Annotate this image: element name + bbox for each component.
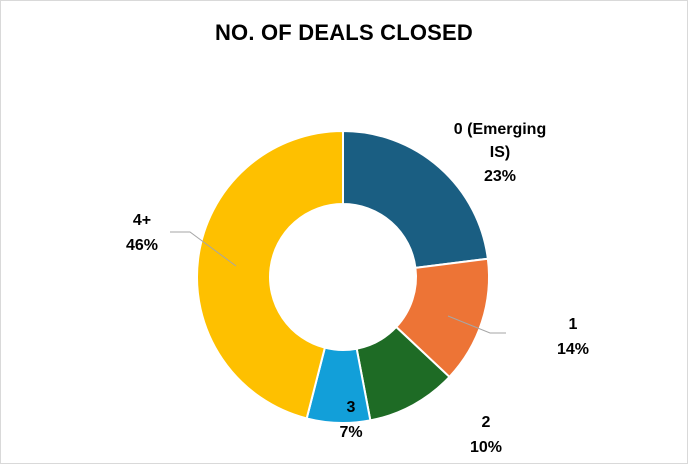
leader-line-4plus [170, 231, 237, 267]
label-slice-2-cat: 2 [482, 414, 491, 431]
chart-title: NO. OF DEALS CLOSED [214, 20, 474, 45]
label-slice-0-cat: 0 (Emerging [454, 121, 546, 138]
slices-group [196, 129, 490, 424]
label-slice-1-cat: 1 [569, 316, 578, 333]
leader-line-1 [447, 315, 506, 334]
label-slice-2-pct: 10% [470, 439, 502, 456]
slice-0 [342, 129, 489, 269]
slice-4 [196, 129, 344, 420]
label-slice-0-cat2: IS) [490, 144, 510, 161]
label-slice-1-pct: 14% [557, 341, 589, 358]
label-slice-3-pct: 7% [339, 424, 362, 441]
label-slice-3-cat: 3 [347, 399, 356, 416]
label-slice-4-cat: 4+ [133, 212, 151, 229]
label-slice-0-pct: 23% [484, 168, 516, 185]
label-slice-4-pct: 46% [126, 237, 158, 254]
